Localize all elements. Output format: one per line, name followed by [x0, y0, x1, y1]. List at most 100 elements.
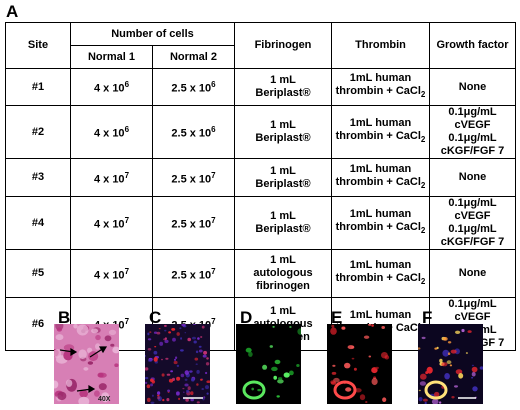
cell-blob: [161, 373, 165, 377]
cell-growth-factor: None: [429, 158, 516, 197]
cell-blob: [454, 385, 458, 388]
cell-blob: [196, 401, 200, 404]
cell-blob: [438, 401, 442, 404]
dapi-red-micrograph: [145, 324, 210, 404]
panel-label-b: B: [58, 308, 71, 327]
cell-blob: [185, 398, 189, 402]
cell-blob: [434, 347, 438, 350]
cell-blob: [359, 394, 366, 401]
cell-blob: [458, 373, 464, 379]
cell-blob: [54, 348, 62, 359]
cell-blob: [184, 332, 187, 334]
cell-blob: [368, 324, 372, 326]
table-row: #4 4 x 107 2.5 x 107 1 mL Beriplast® 1mL hum…: [5, 196, 516, 250]
table-row: #5 4 x 107 2.5 x 107 1 mL autologous fibrin…: [5, 249, 516, 298]
cell-normal-1: 4 x 107: [70, 249, 153, 298]
cell-blob: [163, 338, 167, 341]
cell-blob: [201, 388, 204, 390]
cell-blob: [248, 351, 253, 357]
panel-label-c: C: [149, 308, 162, 327]
cell-blob: [277, 377, 283, 380]
cell-blob: [271, 366, 278, 372]
red-cells: [330, 324, 390, 403]
cell-blob: [167, 389, 171, 393]
cell-blob: [351, 357, 355, 360]
cell-blob: [381, 326, 385, 329]
cell-blob: [165, 357, 169, 360]
cell-blob: [78, 349, 87, 359]
cell-growth-factor: None: [429, 68, 516, 106]
cell-blob: [193, 324, 196, 325]
cell-blob: [444, 373, 450, 380]
cell-blob: [194, 357, 199, 361]
cell-growth-factor: None: [429, 249, 516, 298]
cell-blob: [175, 356, 178, 359]
cell-blob: [439, 358, 443, 363]
cell-normal-1: 4 x 107: [70, 196, 153, 250]
cell-growth-factor: 0.1μg/mL cVEGF 0.1μg/mL cKGF/FGF 7: [429, 105, 516, 159]
merged-micrograph: [418, 324, 483, 404]
cell-site: #2: [5, 105, 71, 159]
cell-blob: [205, 371, 208, 375]
cell-blob: [147, 348, 152, 351]
cell-blob: [419, 381, 426, 386]
merged-cells: [418, 328, 483, 404]
panel-label-d: D: [240, 308, 253, 327]
cell-blob: [331, 324, 335, 328]
cell-blob: [471, 376, 474, 379]
cell-blob: [344, 362, 351, 369]
cell-blob: [431, 398, 439, 404]
cell-blob: [186, 389, 190, 393]
cell-blob: [153, 331, 158, 334]
cell-blob: [174, 358, 176, 361]
cell-blob: [95, 334, 101, 341]
cell-blob: [276, 395, 280, 398]
cell-thrombin: 1mL human thrombin + CaCl2: [331, 158, 430, 197]
green-fluorescence-micrograph: [236, 324, 301, 404]
cell-thrombin: 1mL human thrombin + CaCl2: [331, 105, 430, 159]
cell-blob: [197, 337, 200, 340]
cell-blob: [98, 383, 107, 391]
cell-blob: [76, 324, 89, 336]
cell-blob: [371, 377, 378, 386]
cell-blob: [206, 392, 209, 395]
cell-blob: [442, 349, 450, 357]
cell-blob: [353, 367, 357, 371]
cell-blob: [176, 364, 180, 367]
cell-blob: [145, 367, 149, 371]
cell-blob: [145, 355, 146, 357]
cell-blob: [289, 370, 294, 376]
cell-blob: [56, 327, 63, 332]
green-vessel: [242, 380, 266, 400]
header-growth-factor: Growth factor: [429, 22, 516, 69]
cell-blob: [149, 331, 152, 333]
cell-thrombin: 1mL human thrombin + CaCl2: [331, 249, 430, 298]
cell-blob: [330, 327, 337, 335]
merged-vessel: [424, 380, 448, 400]
cell-blob: [150, 383, 154, 387]
cell-blob: [193, 340, 197, 344]
cell-fibrinogen: 1 mL Beriplast®: [234, 196, 332, 250]
arrows: [59, 346, 108, 394]
cell-blob: [196, 369, 200, 374]
cell-blob: [418, 397, 423, 402]
panel-label-a: A: [6, 2, 19, 21]
cell-blob: [170, 370, 173, 373]
table-row: #2 4 x 106 2.5 x 106 1 mL Beriplast® 1mL hum…: [5, 105, 516, 159]
cell-blob: [330, 380, 336, 384]
cell-blob: [157, 391, 161, 395]
cell-blob: [145, 376, 149, 380]
cell-blob: [375, 366, 379, 370]
cell-blob: [190, 391, 194, 396]
cell-blob: [371, 324, 374, 327]
cell-blob: [332, 364, 336, 367]
cell-blob: [150, 401, 155, 404]
cell-blob: [168, 331, 171, 334]
cell-implant-table: Site Number of cells Fibrinogen Thrombin…: [5, 22, 516, 351]
cell-blob: [479, 366, 483, 370]
cell-blob: [164, 339, 169, 344]
cell-normal-1: 4 x 107: [70, 158, 153, 197]
cell-site: #5: [5, 249, 71, 298]
cell-blob: [297, 328, 301, 335]
panel-label-e: E: [331, 308, 343, 327]
